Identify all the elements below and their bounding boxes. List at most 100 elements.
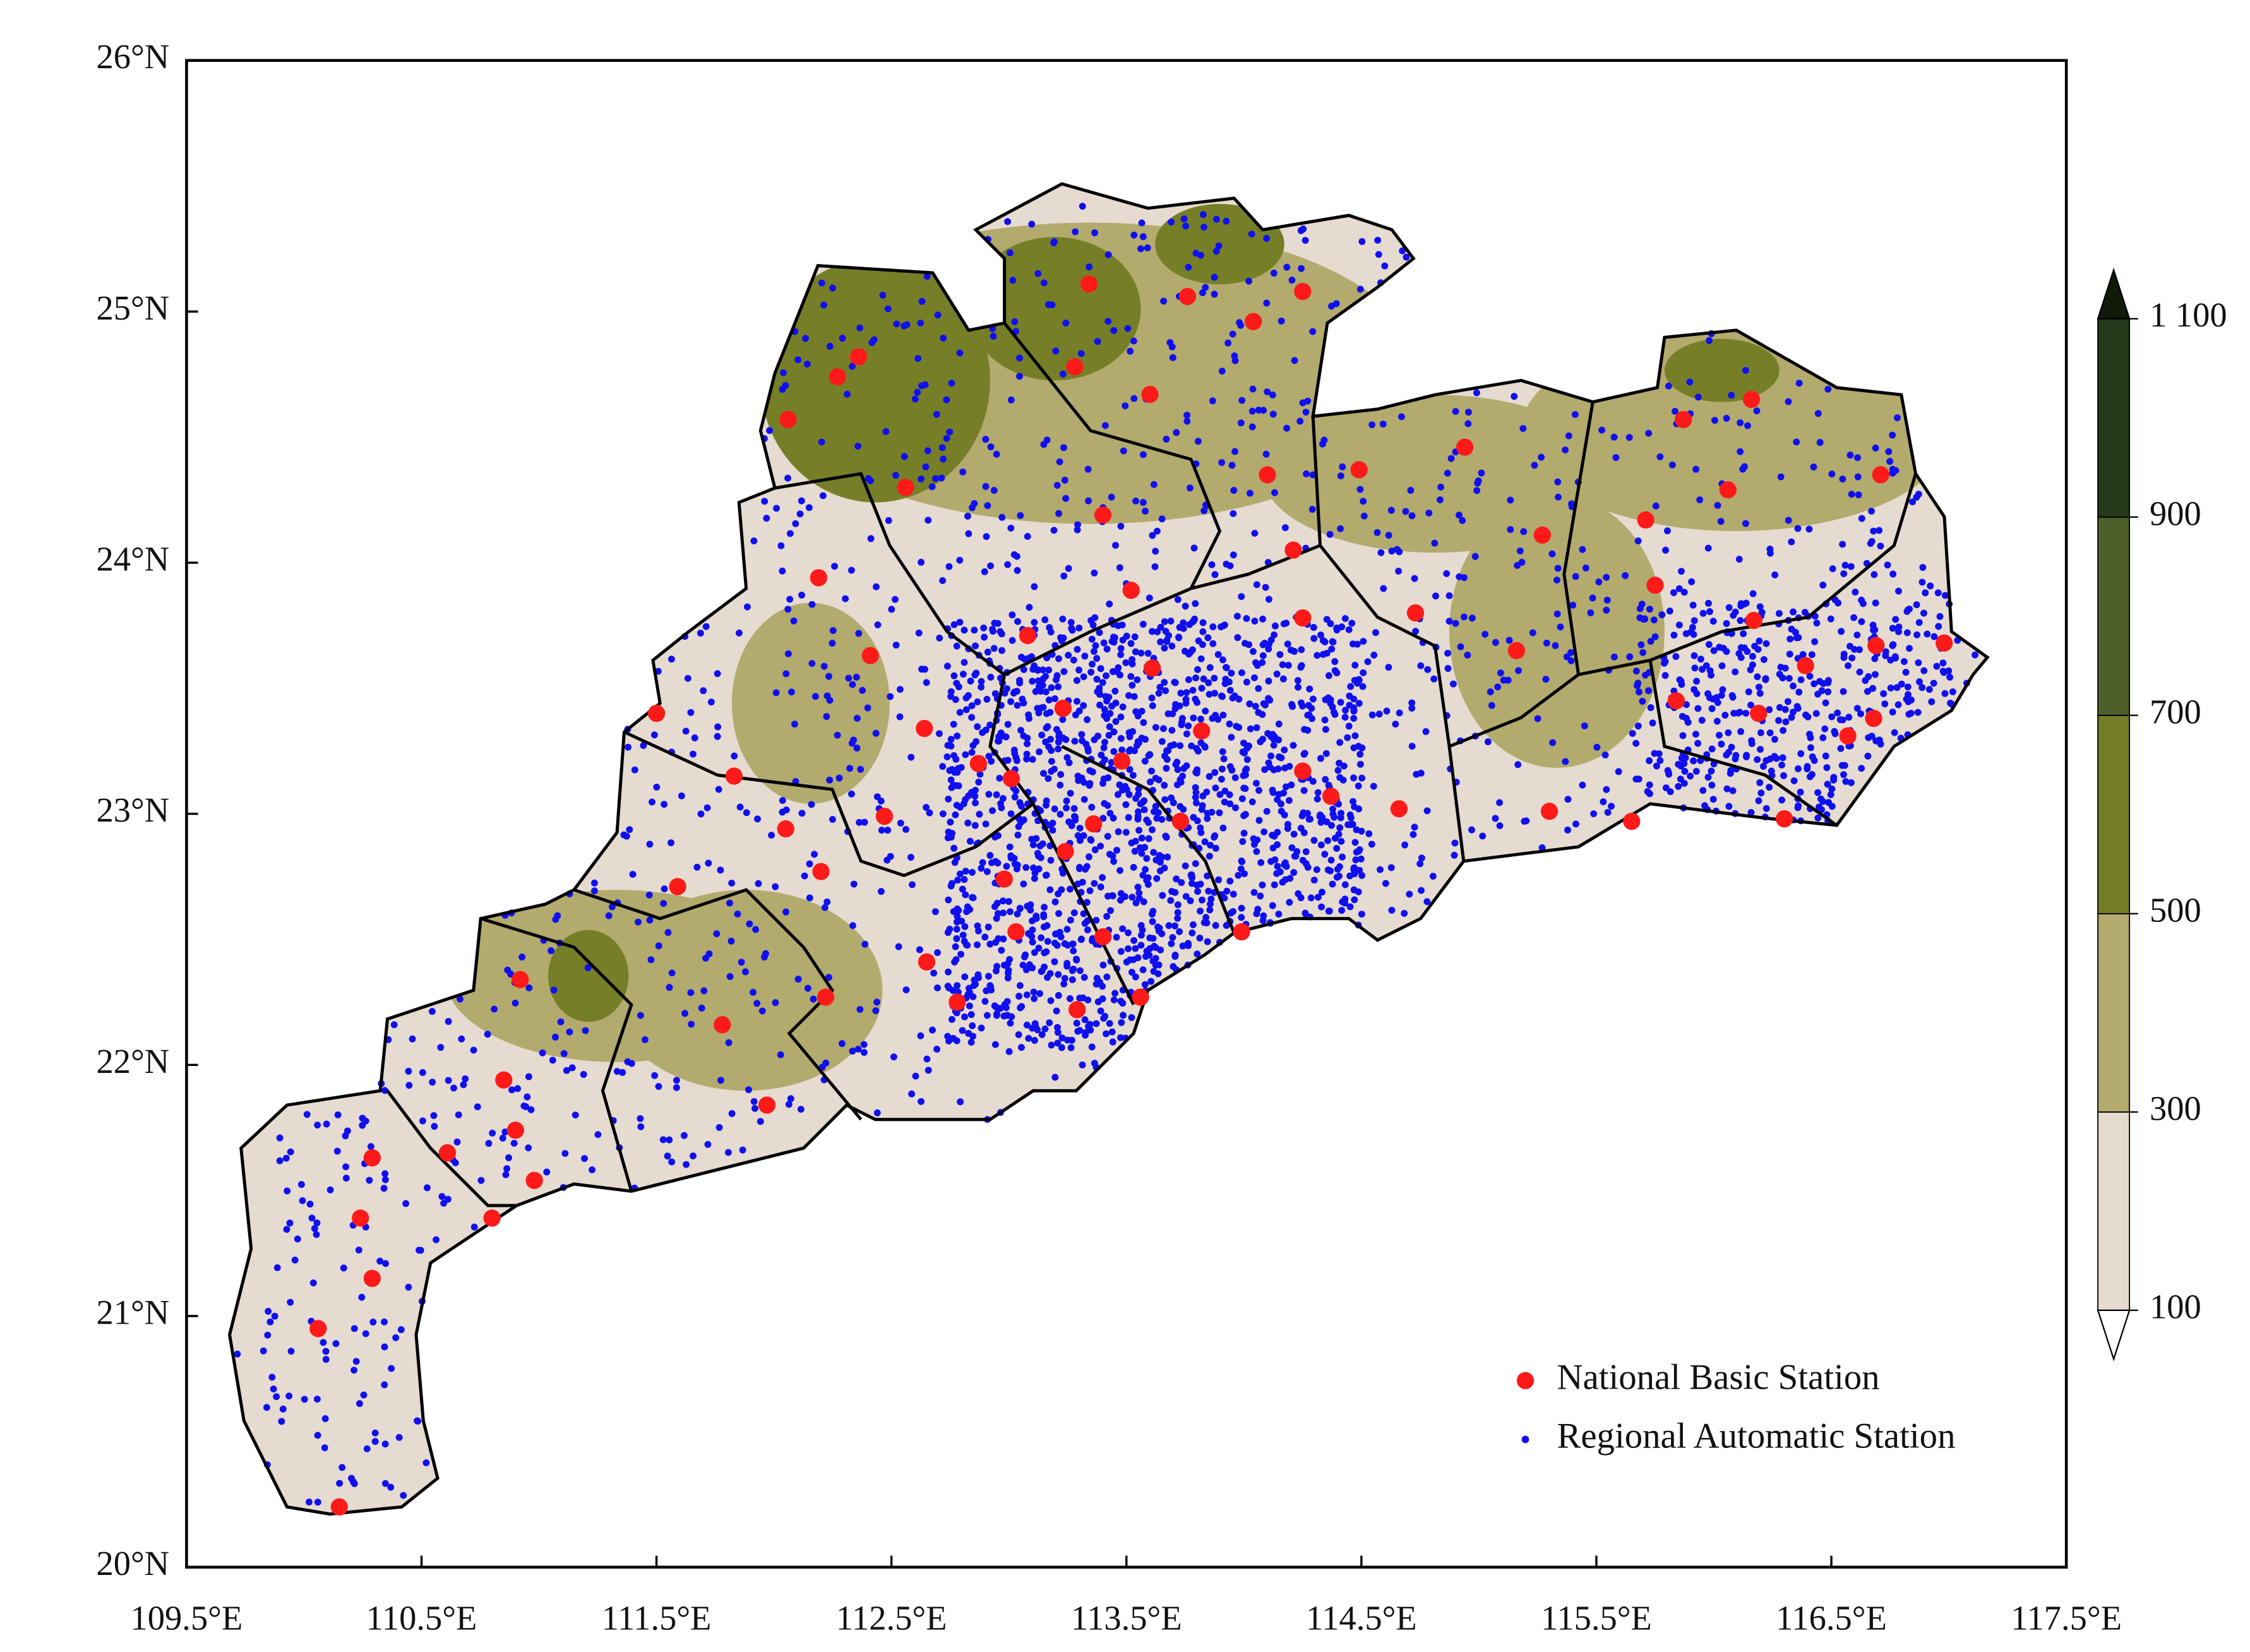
regional-station <box>1290 741 1297 749</box>
regional-station <box>870 336 878 344</box>
regional-station <box>940 334 947 342</box>
regional-station <box>1240 829 1248 837</box>
national-station <box>1085 815 1103 833</box>
regional-station <box>1822 752 1829 760</box>
regional-station <box>714 723 722 731</box>
regional-station <box>1900 658 1908 666</box>
regional-station <box>1933 662 1941 670</box>
regional-station <box>1655 750 1663 758</box>
regional-station <box>1223 664 1230 671</box>
national-station <box>1456 438 1474 456</box>
regional-station <box>1330 709 1337 716</box>
regional-station <box>1680 780 1688 787</box>
regional-station <box>1016 354 1023 362</box>
regional-station <box>1051 765 1058 773</box>
regional-station <box>1649 719 1656 727</box>
regional-station <box>1336 774 1344 781</box>
x-tick-label: 113.5°E <box>1071 1599 1182 1637</box>
regional-station <box>867 535 875 542</box>
regional-station <box>1169 934 1176 942</box>
regional-station <box>1198 685 1206 692</box>
regional-station <box>950 721 957 728</box>
axes: 109.5°E 110.5°E 111.5°E 112.5°E 113.5°E 114.5… <box>96 37 2122 1637</box>
regional-station <box>1771 571 1779 578</box>
regional-station <box>1914 709 1922 716</box>
regional-station <box>1848 654 1856 662</box>
city-boundary <box>386 1089 517 1207</box>
regional-station <box>978 865 985 872</box>
y-tick-label: 24°N <box>96 540 169 578</box>
regional-station <box>961 973 969 981</box>
regional-station <box>1557 623 1564 631</box>
regional-station <box>773 505 781 512</box>
regional-station <box>1822 699 1829 707</box>
regional-station <box>1679 732 1687 739</box>
regional-station <box>1814 410 1822 417</box>
regional-station <box>979 859 986 866</box>
regional-station <box>1317 841 1325 849</box>
regional-station <box>1881 700 1889 708</box>
regional-station <box>1187 649 1194 656</box>
regional-station <box>1145 835 1152 842</box>
regional-station <box>1007 810 1015 818</box>
regional-station <box>626 826 633 834</box>
regional-station <box>608 903 616 911</box>
regional-station <box>1168 940 1175 947</box>
regional-station <box>314 1499 321 1506</box>
regional-station <box>956 618 964 626</box>
regional-station <box>1182 893 1190 901</box>
regional-station <box>1043 654 1051 662</box>
regional-station <box>1228 462 1236 469</box>
regional-station <box>994 738 1002 745</box>
regional-station <box>700 987 708 995</box>
regional-station <box>1717 518 1725 525</box>
regional-station <box>1411 823 1418 831</box>
regional-station <box>1385 532 1392 539</box>
regional-station <box>950 621 958 628</box>
regional-station <box>1248 798 1256 806</box>
regional-station <box>968 702 976 710</box>
regional-station <box>1670 589 1677 596</box>
regional-station <box>962 891 969 899</box>
regional-station <box>1084 926 1091 933</box>
regional-station <box>981 998 989 1005</box>
regional-station <box>805 504 813 512</box>
regional-station <box>1665 382 1672 390</box>
regional-station <box>978 1024 985 1032</box>
regional-station <box>945 896 952 904</box>
regional-station <box>1051 695 1058 702</box>
regional-station <box>1223 887 1231 895</box>
regional-station <box>340 1264 347 1272</box>
regional-station <box>1708 781 1716 789</box>
regional-station <box>916 946 923 954</box>
regional-station <box>1101 712 1108 719</box>
regional-station <box>1762 805 1770 812</box>
regional-station <box>1523 817 1530 825</box>
regional-station <box>1785 517 1792 524</box>
regional-station <box>1422 728 1430 735</box>
regional-station <box>1339 853 1346 861</box>
regional-station <box>1747 701 1754 709</box>
regional-station <box>1173 781 1181 789</box>
regional-station <box>1096 701 1103 709</box>
regional-station <box>279 1405 287 1413</box>
city-boundary <box>1447 746 1466 861</box>
national-station <box>969 755 987 772</box>
regional-station <box>1694 705 1702 712</box>
regional-station <box>1565 432 1572 440</box>
regional-station <box>333 1147 341 1155</box>
regional-station <box>1402 508 1409 515</box>
regional-station <box>392 1334 400 1341</box>
regional-station <box>470 1223 478 1231</box>
regional-station <box>1723 648 1730 655</box>
regional-station <box>1529 629 1536 637</box>
regional-station <box>1326 530 1334 538</box>
regional-station <box>987 983 995 991</box>
regional-station <box>1204 634 1212 642</box>
regional-station <box>1291 357 1298 364</box>
regional-station <box>1902 669 1910 676</box>
regional-station <box>667 655 675 663</box>
regional-station <box>1313 652 1321 659</box>
regional-station <box>1827 615 1834 623</box>
national-station <box>1019 626 1037 644</box>
